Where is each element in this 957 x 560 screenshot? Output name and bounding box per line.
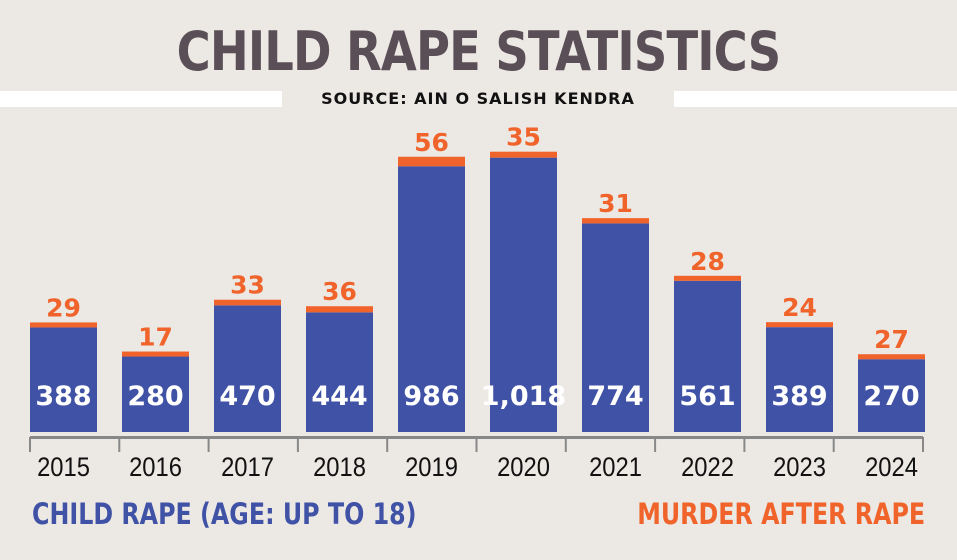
- value-label-murder-2020: 35: [506, 123, 541, 152]
- value-label-murder-2024: 27: [874, 325, 909, 354]
- bar-murder-after-rape-2017: [214, 299, 281, 306]
- bar-child-rape-2023: [766, 327, 833, 432]
- value-label-child-rape-2018: 444: [311, 381, 367, 412]
- bar-murder-after-rape-2016: [122, 351, 189, 357]
- value-label-child-rape-2016: 280: [127, 381, 183, 412]
- value-label-murder-2022: 28: [690, 247, 725, 276]
- x-tick-label-2020: 2020: [497, 453, 550, 483]
- bar-murder-after-rape-2019: [398, 156, 465, 167]
- bar-murder-after-rape-2020: [490, 151, 557, 158]
- value-label-murder-2015: 29: [46, 293, 81, 322]
- bar-child-rape-2022: [674, 280, 741, 432]
- value-label-child-rape-2015: 388: [35, 381, 91, 412]
- bar-murder-after-rape-2023: [766, 322, 833, 328]
- x-tick-label-2019: 2019: [405, 453, 458, 483]
- bar-child-rape-2024: [858, 359, 925, 432]
- bar-murder-after-rape-2018: [306, 306, 373, 313]
- bar-child-rape-2021: [582, 223, 649, 432]
- x-tick-label-2016: 2016: [129, 453, 182, 483]
- bar-child-rape-2018: [306, 312, 373, 432]
- chart-source: SOURCE: AIN O SALISH KENDRA: [282, 87, 674, 111]
- x-tick-label-2021: 2021: [589, 453, 642, 483]
- bar-murder-after-rape-2024: [858, 354, 925, 360]
- value-label-child-rape-2022: 561: [679, 381, 735, 412]
- value-label-child-rape-2021: 774: [587, 381, 643, 412]
- bar-murder-after-rape-2015: [30, 322, 97, 328]
- chart-title: CHILD RAPE STATISTICS: [176, 20, 782, 83]
- value-label-child-rape-2017: 470: [219, 381, 275, 412]
- value-label-child-rape-2020: 1,018: [481, 381, 566, 412]
- bar-child-rape-2015: [30, 327, 97, 432]
- value-label-murder-2017: 33: [230, 271, 265, 300]
- value-label-child-rape-2023: 389: [771, 381, 827, 412]
- bar-child-rape-2017: [214, 305, 281, 432]
- x-tick-label-2022: 2022: [681, 453, 734, 483]
- x-tick-label-2023: 2023: [773, 453, 826, 483]
- value-label-child-rape-2024: 270: [863, 381, 919, 412]
- value-label-child-rape-2019: 986: [403, 381, 459, 412]
- bar-child-rape-2016: [122, 356, 189, 432]
- legend-child-rape: CHILD RAPE (AGE: UP TO 18): [32, 497, 417, 531]
- x-tick-label-2018: 2018: [313, 453, 366, 483]
- bar-murder-after-rape-2021: [582, 218, 649, 224]
- x-tick-label-2024: 2024: [865, 453, 918, 483]
- value-label-murder-2021: 31: [598, 189, 633, 218]
- x-tick-label-2015: 2015: [37, 453, 90, 483]
- bar-murder-after-rape-2022: [674, 275, 741, 281]
- bar-child-rape-2020: [490, 157, 557, 433]
- value-label-murder-2018: 36: [322, 277, 357, 306]
- value-label-murder-2016: 17: [138, 323, 173, 352]
- bar-child-rape-2019: [398, 166, 465, 432]
- x-tick-label-2017: 2017: [221, 453, 274, 483]
- legend-murder-after-rape: MURDER AFTER RAPE: [637, 497, 925, 531]
- value-label-murder-2019: 56: [414, 128, 449, 157]
- value-label-murder-2023: 24: [782, 293, 817, 322]
